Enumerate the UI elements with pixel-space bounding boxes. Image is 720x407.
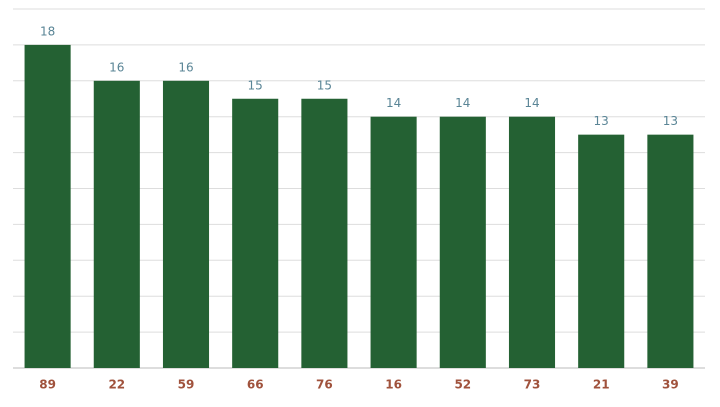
x-tick-label: 21 [593, 378, 610, 392]
x-tick-label: 59 [178, 378, 195, 392]
bar [439, 116, 486, 368]
value-label: 18 [40, 24, 55, 38]
bar [24, 44, 71, 369]
value-label: 14 [455, 96, 470, 110]
x-tick-label: 16 [385, 378, 402, 392]
x-tick-label: 76 [316, 378, 333, 392]
x-tick-label: 52 [454, 378, 471, 392]
bar [232, 98, 279, 368]
value-label: 15 [317, 78, 332, 92]
value-label: 15 [248, 78, 263, 92]
x-tick-label: 39 [662, 378, 679, 392]
bar [508, 116, 556, 368]
bar [301, 98, 348, 368]
value-label: 14 [524, 96, 539, 110]
value-label: 13 [663, 114, 678, 128]
x-tick-label: 66 [247, 378, 264, 392]
value-label: 14 [386, 96, 401, 110]
bar [93, 80, 140, 369]
bar [370, 116, 417, 368]
x-tick-label: 89 [39, 378, 56, 392]
value-label: 13 [594, 114, 609, 128]
value-label: 16 [178, 60, 193, 74]
bar [162, 80, 210, 369]
bar [647, 134, 694, 368]
value-label: 16 [109, 60, 124, 74]
x-tick-label: 22 [108, 378, 125, 392]
bar [578, 134, 625, 368]
x-tick-label: 73 [524, 378, 541, 392]
